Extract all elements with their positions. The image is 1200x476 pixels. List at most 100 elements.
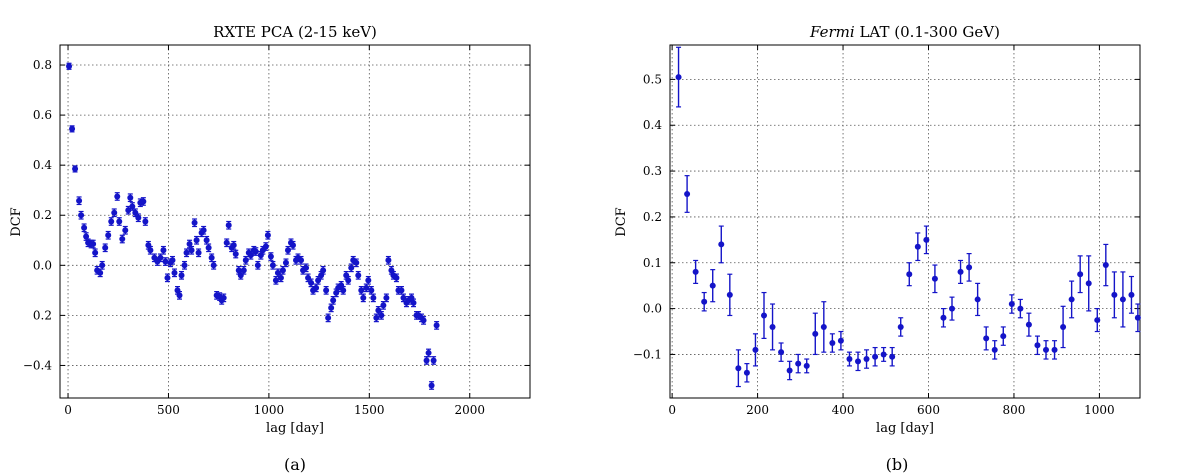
data-point xyxy=(353,258,360,268)
data-point xyxy=(410,298,417,308)
point-marker xyxy=(709,282,716,289)
data-point xyxy=(1060,305,1067,349)
point-marker xyxy=(1017,305,1024,312)
point-marker xyxy=(380,302,387,309)
data-point xyxy=(380,301,387,310)
y-tick-label: 0.4 xyxy=(33,158,52,172)
data-point xyxy=(171,268,178,278)
data-point xyxy=(974,282,981,317)
data-point xyxy=(105,230,112,240)
data-point xyxy=(78,210,85,220)
y-tick-label: 0.3 xyxy=(643,164,662,178)
point-marker xyxy=(373,314,380,321)
point-marker xyxy=(83,233,90,240)
point-marker xyxy=(116,218,123,225)
data-point xyxy=(135,213,142,223)
data-point xyxy=(430,356,437,365)
data-point xyxy=(323,285,330,295)
point-marker xyxy=(279,267,286,274)
data-point xyxy=(428,381,435,390)
point-marker xyxy=(684,190,691,197)
point-marker xyxy=(1051,346,1058,353)
data-point xyxy=(846,351,853,367)
point-marker xyxy=(1025,321,1032,328)
point-marker xyxy=(298,257,305,264)
point-marker xyxy=(1102,262,1109,269)
data-point xyxy=(1043,340,1049,360)
point-marker xyxy=(183,249,190,256)
data-point xyxy=(142,217,149,226)
x-tick-label: 0 xyxy=(64,403,72,417)
point-marker xyxy=(119,236,126,243)
data-point xyxy=(242,255,249,265)
data-point xyxy=(383,293,390,303)
data-point xyxy=(795,353,802,374)
data-point xyxy=(330,296,337,305)
point-marker xyxy=(358,287,365,294)
data-point xyxy=(181,260,188,270)
data-point xyxy=(378,311,385,320)
point-marker xyxy=(974,296,981,303)
point-marker xyxy=(142,218,149,225)
point-marker xyxy=(393,274,400,281)
point-marker xyxy=(237,272,244,279)
point-marker xyxy=(108,218,115,225)
x-tick-label: 2000 xyxy=(454,403,485,417)
data-point xyxy=(114,192,121,201)
point-marker xyxy=(1111,291,1118,298)
point-marker xyxy=(837,337,844,344)
x-axis-label: lag [day] xyxy=(266,421,324,436)
data-point xyxy=(90,239,97,249)
data-point xyxy=(223,238,230,248)
data-point xyxy=(1017,298,1024,319)
point-marker xyxy=(430,357,437,364)
data-point xyxy=(191,218,198,228)
point-marker xyxy=(92,249,99,256)
data-points xyxy=(675,46,1141,388)
point-marker xyxy=(269,262,276,269)
data-point xyxy=(1000,326,1007,346)
data-point xyxy=(855,351,861,372)
data-point xyxy=(232,249,239,259)
point-marker xyxy=(803,362,810,369)
point-marker xyxy=(1068,296,1075,303)
point-marker xyxy=(125,207,132,214)
x-tick-label: 1500 xyxy=(354,403,385,417)
x-ticks: 0 500 1000 1500 2000 xyxy=(64,45,485,417)
data-point xyxy=(983,326,990,351)
point-marker xyxy=(812,330,819,337)
point-marker xyxy=(428,382,435,389)
data-point xyxy=(178,270,185,280)
point-marker xyxy=(135,214,142,221)
data-point xyxy=(880,346,887,362)
point-marker xyxy=(323,287,330,294)
data-point xyxy=(718,225,725,264)
point-marker xyxy=(114,193,121,200)
data-point xyxy=(701,291,708,312)
point-marker xyxy=(193,237,200,244)
data-point xyxy=(803,358,810,374)
data-point xyxy=(370,293,377,303)
data-point xyxy=(345,275,352,285)
data-point xyxy=(761,291,767,340)
point-marker xyxy=(425,349,432,356)
data-point xyxy=(200,225,207,235)
point-marker xyxy=(743,369,750,376)
point-marker xyxy=(365,277,372,284)
data-point xyxy=(1025,312,1032,337)
data-point xyxy=(188,245,195,255)
point-marker xyxy=(78,212,85,219)
panel-caption: (a) xyxy=(284,455,306,474)
point-marker xyxy=(330,297,337,304)
point-marker xyxy=(90,241,97,248)
point-marker xyxy=(188,247,195,254)
data-point xyxy=(267,252,274,261)
data-point xyxy=(230,240,237,250)
data-point xyxy=(1051,340,1058,360)
point-marker xyxy=(191,219,198,226)
point-marker xyxy=(129,203,136,210)
point-marker xyxy=(378,312,385,319)
point-marker xyxy=(132,209,139,216)
point-marker xyxy=(69,125,76,132)
point-marker xyxy=(162,258,169,265)
